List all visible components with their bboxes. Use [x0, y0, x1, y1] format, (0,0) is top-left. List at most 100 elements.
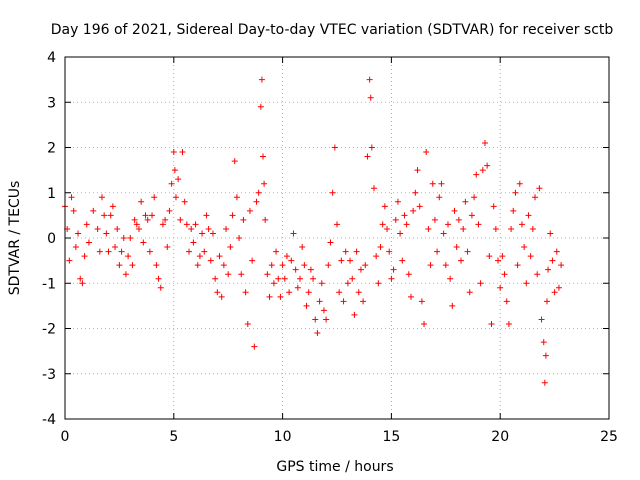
data-point-marker [166, 207, 173, 214]
data-point-marker [399, 257, 406, 264]
grid [65, 57, 609, 419]
data-point-marker [423, 149, 430, 156]
data-point-marker [541, 379, 548, 386]
data-point-marker [468, 212, 475, 219]
data-point-marker [286, 289, 293, 296]
chart-title: Day 196 of 2021, Sidereal Day-to-day VTE… [51, 22, 614, 38]
data-point-marker [170, 149, 177, 156]
data-point-marker [312, 316, 319, 323]
data-point-marker [475, 221, 482, 228]
data-point-marker [323, 316, 330, 323]
x-tick-label: 25 [600, 429, 618, 445]
data-point-marker [242, 289, 249, 296]
data-point-marker [66, 257, 73, 264]
data-point-marker [532, 194, 539, 201]
data-point-marker [492, 225, 499, 232]
data-point-marker [244, 320, 251, 327]
data-point-marker [362, 262, 369, 269]
y-tick-label: 4 [47, 50, 56, 66]
data-point-marker [523, 280, 530, 287]
data-point-marker [516, 180, 523, 187]
data-point-marker [388, 275, 395, 282]
data-point-marker [549, 257, 556, 264]
data-point-marker [390, 266, 397, 273]
data-point-marker [486, 253, 493, 260]
data-point-marker [260, 153, 267, 160]
data-point-marker [188, 225, 195, 232]
data-point-marker [164, 244, 171, 251]
data-point-marker [135, 225, 142, 232]
y-tick-label: -4 [42, 412, 56, 428]
data-point-marker [370, 185, 377, 192]
data-point-marker [171, 167, 178, 174]
x-tick-label: 5 [169, 429, 178, 445]
data-point-marker [258, 76, 265, 83]
data-point-marker [444, 221, 451, 228]
data-point-marker [172, 194, 179, 201]
data-point-marker [518, 221, 525, 228]
data-point-marker [466, 289, 473, 296]
data-point-marker [364, 153, 371, 160]
y-tick-label: -1 [42, 276, 56, 292]
data-point-marker [144, 216, 151, 223]
data-point-marker [240, 216, 247, 223]
data-point-marker [543, 298, 550, 305]
data-point-marker [331, 144, 338, 151]
data-point-marker [151, 194, 158, 201]
data-point-marker [355, 289, 362, 296]
data-point-marker [462, 198, 469, 205]
data-point-marker [397, 230, 404, 237]
data-point-marker [329, 189, 336, 196]
data-point-marker [266, 293, 273, 300]
data-point-marker [538, 316, 545, 323]
data-point-marker [414, 167, 421, 174]
data-point-marker [529, 225, 536, 232]
data-point-marker [442, 262, 449, 269]
data-point-marker [103, 230, 110, 237]
data-point-marker [381, 203, 388, 210]
data-point-marker [503, 298, 510, 305]
data-point-marker [403, 221, 410, 228]
data-point-marker [379, 221, 386, 228]
data-point-marker [281, 275, 288, 282]
data-point-marker [225, 271, 232, 278]
data-point-marker [264, 271, 271, 278]
data-point-marker [377, 244, 384, 251]
data-point-marker [214, 289, 221, 296]
data-point-marker [75, 230, 82, 237]
data-point-marker [481, 139, 488, 146]
data-point-marker [375, 280, 382, 287]
data-point-marker [336, 289, 343, 296]
data-point-marker [94, 225, 101, 232]
data-point-marker [368, 144, 375, 151]
data-point-marker [505, 320, 512, 327]
data-point-marker [405, 271, 412, 278]
data-point-marker [192, 221, 199, 228]
data-point-marker [290, 230, 297, 237]
x-tick-label: 0 [61, 429, 70, 445]
data-point-marker [85, 239, 92, 246]
data-point-marker [521, 244, 528, 251]
data-point-marker [227, 244, 234, 251]
data-point-marker [344, 280, 351, 287]
data-point-marker [490, 203, 497, 210]
data-point-marker [542, 352, 549, 359]
data-point-marker [320, 307, 327, 314]
data-point-marker [125, 253, 132, 260]
data-point-marker [201, 248, 208, 255]
x-tick-label: 20 [491, 429, 509, 445]
data-point-marker [129, 262, 136, 269]
data-point-marker [98, 194, 105, 201]
data-point-marker [140, 239, 147, 246]
x-axis-label: GPS time / hours [276, 459, 393, 475]
y-tick-label: -2 [42, 322, 56, 338]
data-point-marker [327, 239, 334, 246]
data-markers [62, 76, 565, 386]
data-point-marker [246, 207, 253, 214]
data-point-marker [190, 239, 197, 246]
data-point-marker [540, 339, 547, 346]
data-point-marker [292, 266, 299, 273]
data-point-marker [553, 248, 560, 255]
y-tick-label: 2 [47, 141, 56, 157]
data-point-marker [484, 162, 491, 169]
